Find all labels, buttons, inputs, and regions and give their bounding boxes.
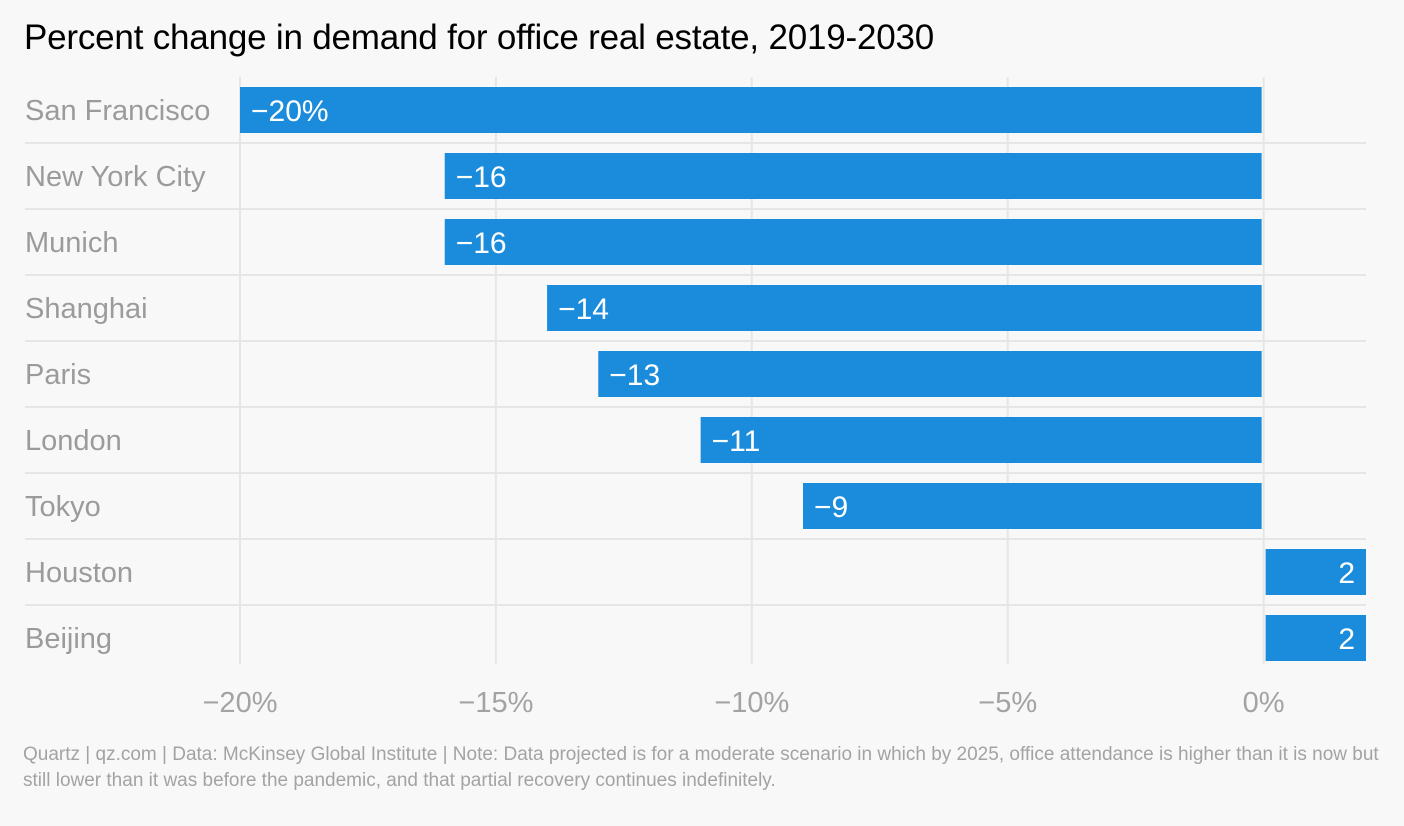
source-footnote: Quartz | qz.com | Data: McKinsey Global … [23,744,1379,791]
x-tick-label: −15% [458,687,533,719]
category-label: New York City [25,161,206,193]
x-tick-label: −5% [978,687,1037,719]
data-label: −11 [712,425,761,458]
data-label: −14 [558,293,609,326]
chart-title: Percent change in demand for office real… [24,18,935,57]
data-label: −16 [456,161,507,194]
category-label: Shanghai [25,293,148,325]
bar [803,483,1262,529]
category-label: San Francisco [25,95,210,127]
bar [240,87,1262,133]
bar [598,351,1262,397]
category-label: Beijing [25,623,112,655]
category-label: Munich [25,227,119,259]
data-label: 2 [1338,623,1355,656]
bar [444,153,1262,199]
x-tick-label: 0% [1243,687,1285,719]
data-label: −20% [251,95,329,128]
data-label: −13 [609,359,660,392]
bar [700,417,1262,463]
bar [1265,549,1366,595]
bar [1265,615,1366,661]
category-label: London [25,425,122,457]
x-tick-label: −10% [714,687,789,719]
x-tick-label: −20% [203,687,278,719]
data-label: 2 [1338,557,1355,590]
bar [547,285,1262,331]
data-label: −16 [456,227,507,260]
data-label: −9 [814,491,848,524]
bar [444,219,1262,265]
category-label: Tokyo [25,491,101,523]
category-label: Houston [25,557,133,589]
category-label: Paris [25,359,91,391]
